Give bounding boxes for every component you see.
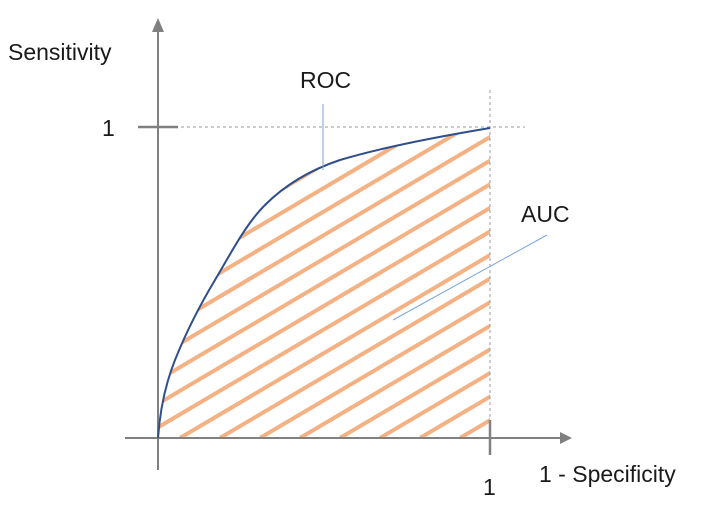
y-axis-label: Sensitivity (8, 39, 112, 65)
auc-hatch-line (338, 128, 490, 438)
auc-hatch-line (458, 128, 490, 438)
x-tick-label: 1 (483, 474, 496, 500)
y-tick-label: 1 (102, 115, 115, 141)
roc-curve (157, 127, 491, 439)
auc-hatch-line (178, 128, 490, 438)
x-axis-label: 1 - Specificity (539, 461, 676, 487)
auc-hatch-line (158, 128, 490, 438)
auc-hatch-line (158, 128, 490, 438)
auc-hatched-area (158, 108, 710, 438)
auc-hatch-line (158, 128, 422, 438)
auc-hatch-line (378, 128, 490, 438)
auc-hatch-line (158, 128, 302, 438)
auc-hatch-line (500, 108, 710, 438)
roc-label: ROC (300, 67, 351, 93)
auc-hatch-line (158, 128, 490, 438)
auc-hatch-line (158, 128, 462, 438)
auc-hatch-line (258, 128, 490, 438)
auc-hatch-line (158, 128, 490, 438)
x-axis-arrowhead (560, 432, 572, 444)
auc-label: AUC (521, 201, 570, 227)
auc-hatch-line (218, 128, 490, 438)
auc-hatch-line (158, 128, 342, 438)
y-axis-arrowhead (152, 18, 164, 32)
auc-hatch-line (298, 128, 490, 438)
auc-hatch-line (158, 128, 490, 438)
auc-leader-line (392, 234, 548, 321)
